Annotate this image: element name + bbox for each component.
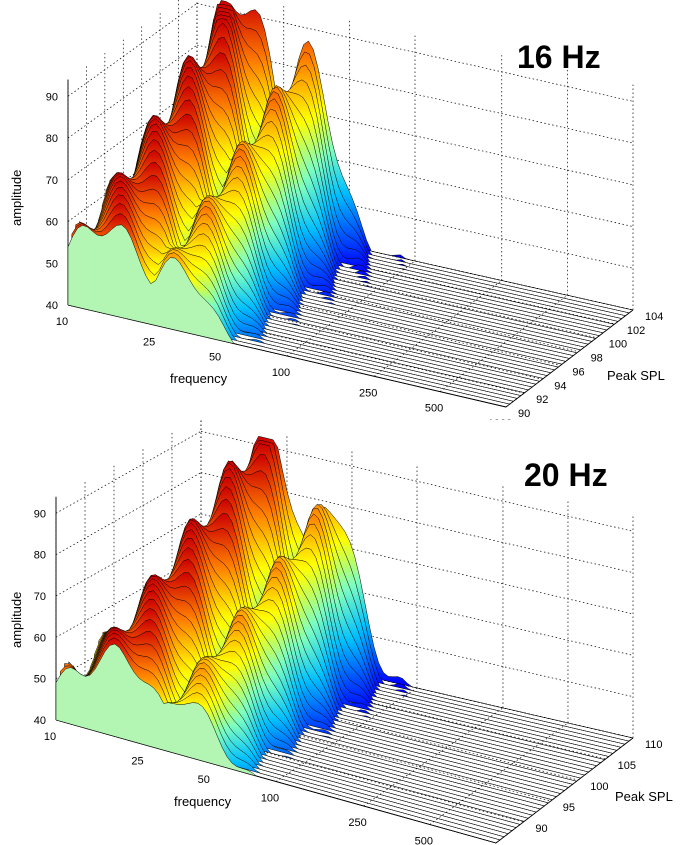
z-axis-label: amplitude [9,170,24,226]
ticks-16hz: 40 50 60 70 80 90 10 25 50 100 250 500 1000 90 92 94 96 9… [46,91,664,420]
y-tick-label: 105 [618,760,636,772]
z-tick-label: 60 [34,632,46,644]
x-tick-label: 250 [359,387,377,399]
surface-slice [90,175,529,391]
surface-plot-20hz: 4050607080901025501002505001000859095100… [9,420,673,845]
grid-line [55,430,202,514]
z-tick-label: 90 [46,91,58,103]
x-tick-label: 50 [198,774,210,786]
grid-line [141,251,579,352]
y-tick-label: 92 [536,394,548,406]
z-tick-label: 80 [46,133,58,145]
grid-line [67,44,198,139]
chart-title: 20 Hz [524,457,608,493]
surface-slice [105,149,544,379]
grid-line [67,3,198,97]
surface-slice [155,55,592,342]
grid-line [196,86,634,186]
x-tick-label: 25 [143,336,155,348]
y-tick-label: 100 [590,781,608,793]
z-tick-label: 70 [34,591,46,603]
x-tick-label: 10 [44,731,56,743]
grid-line [86,291,525,394]
x-tick-label: 100 [272,367,290,379]
grid-line [113,686,551,802]
grid-line [196,128,634,227]
grid-line [104,278,543,380]
surface-slice [124,115,563,365]
z-tick-label: 80 [34,550,46,562]
z-tick-label: 50 [34,674,46,686]
grid-line [196,44,634,144]
surface-slice [139,85,578,354]
grid-line [196,169,634,269]
z-tick-label: 40 [34,715,46,727]
y-tick-label: 98 [591,353,603,365]
ticks-20hz: 4050607080901025501002505001000859095100… [34,508,663,845]
x-tick-label: 100 [261,793,279,805]
y-tick-label: 90 [518,408,530,420]
z-tick-label: 50 [46,258,58,270]
y-tick-label: 90 [535,823,547,835]
surface-plot-16hz: 40 50 60 70 80 90 10 25 50 100 250 500 1000 90 92 94 96 9… [9,0,665,420]
chart-16hz: 40 50 60 70 80 90 10 25 50 100 250 500 1000 90 92 94 96 9… [0,0,691,420]
x-axis-label: frequency [174,794,232,809]
y-tick-label: 104 [645,311,663,323]
grid-line [142,670,579,781]
z-axis-label: amplitude [9,592,24,648]
y-tick-label: 94 [554,380,566,392]
x-tick-label: 250 [348,817,366,829]
chart-title: 16 Hz [517,39,601,75]
z-tick-label: 60 [46,217,58,229]
y-tick-label: 100 [609,339,627,351]
x-tick-label: 500 [415,835,433,845]
grid-line [178,224,615,325]
x-tick-label: 50 [209,352,221,364]
y-tick-label: 102 [627,325,645,337]
chart-20hz: 4050607080901025501002505001000859095100… [0,420,691,845]
grid-line [429,722,569,825]
x-tick-label: 10 [56,316,68,328]
grid-line [439,294,568,392]
surface-slice [71,213,510,405]
z-tick-label: 40 [46,300,58,312]
x-tick-label: 1000 [488,418,512,420]
x-axis-label: frequency [170,371,228,386]
y-tick-label: 95 [563,802,575,814]
z-tick-label: 70 [46,175,58,187]
surface-slice [67,224,507,408]
grid-line [55,472,202,555]
surface-slice [55,643,497,844]
surface-20hz [55,436,634,844]
x-tick-label: 25 [131,755,143,767]
grid-line [196,3,634,102]
y-axis-label: Peak SPL [607,368,665,383]
z-tick-label: 90 [34,508,46,520]
y-tick-label: 110 [645,739,663,751]
grid-line [286,260,416,357]
grid-line [160,238,597,339]
y-tick-label: 96 [572,366,584,378]
y-axis-label: Peak SPL [615,789,673,804]
grid-line [123,264,561,366]
grid-line [373,280,502,377]
x-tick-label: 500 [425,403,443,415]
surface-16hz [67,0,634,408]
